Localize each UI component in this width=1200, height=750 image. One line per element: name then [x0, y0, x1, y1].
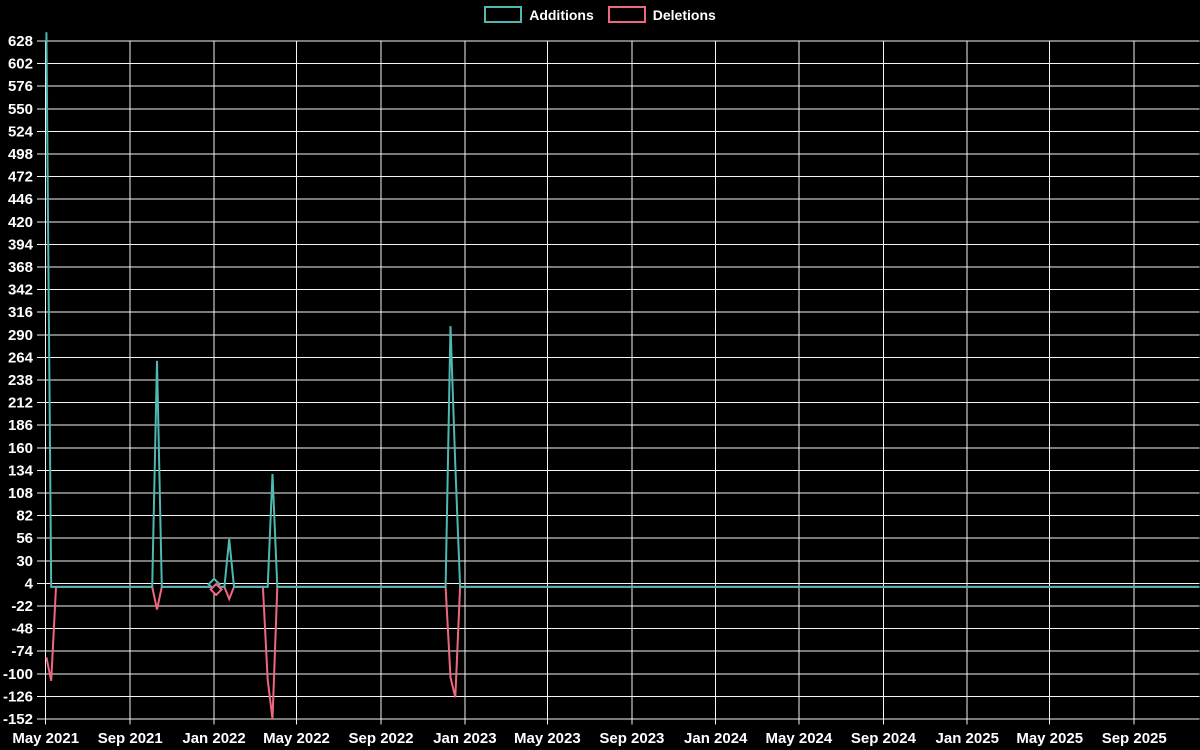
y-tick-label: 212 — [8, 395, 33, 412]
y-tick-label: 186 — [8, 417, 33, 434]
deletions-line — [45, 585, 1200, 720]
x-tick-label: May 2025 — [1016, 730, 1083, 747]
y-tick-label: 56 — [16, 530, 33, 547]
x-tick-label: May 2021 — [12, 730, 79, 747]
x-tick-label: Sep 2025 — [1102, 730, 1167, 747]
y-tick-label: 498 — [8, 146, 33, 163]
y-tick-label: 446 — [8, 191, 33, 208]
y-tick-label: -152 — [3, 711, 33, 728]
y-tick-label: 290 — [8, 327, 33, 344]
y-tick-label: 316 — [8, 304, 33, 321]
x-tick-label: Sep 2024 — [851, 730, 917, 747]
legend-label-additions: Additions — [529, 6, 594, 23]
y-tick-label: 628 — [8, 33, 33, 50]
x-tick-label: May 2024 — [766, 730, 833, 747]
y-tick-label: 524 — [8, 123, 34, 140]
y-tick-label: 420 — [8, 214, 33, 231]
chart-legend: Additions Deletions — [0, 6, 1200, 23]
y-tick-label: 30 — [16, 553, 33, 570]
y-tick-label: -48 — [11, 621, 33, 638]
y-tick-label: 134 — [8, 462, 34, 479]
x-tick-label: Sep 2021 — [98, 730, 163, 747]
series-lines — [45, 32, 1200, 720]
legend-label-deletions: Deletions — [652, 6, 716, 23]
x-tick-label: Sep 2023 — [599, 730, 664, 747]
x-tick-label: Jan 2025 — [936, 730, 999, 747]
y-tick-label: 82 — [16, 508, 33, 525]
x-tick-label: May 2023 — [514, 730, 581, 747]
y-tick-label: -74 — [11, 643, 33, 660]
axis-labels: 628 602 576 550 524 498 472 446 420 394 368 342 316 2… — [3, 33, 1167, 747]
y-tick-label: 576 — [8, 78, 33, 95]
y-tick-label: 342 — [8, 282, 33, 299]
y-tick-label: 238 — [8, 372, 33, 389]
additions-line — [45, 32, 1200, 588]
y-tick-label: 602 — [8, 56, 33, 73]
legend-item-additions[interactable]: Additions — [484, 6, 594, 23]
y-tick-label: -126 — [3, 688, 33, 705]
x-tick-label: Sep 2022 — [349, 730, 414, 747]
additions-swatch-icon — [484, 6, 523, 23]
y-tick-label: 472 — [8, 169, 33, 186]
y-tick-label: 160 — [8, 440, 33, 457]
x-tick-label: Jan 2023 — [433, 730, 496, 747]
y-tick-label: 368 — [8, 259, 33, 276]
y-tick-label: -100 — [3, 666, 33, 683]
grid — [37, 40, 1200, 725]
y-tick-label: 264 — [8, 349, 34, 366]
deletions-marker-diamond-icon — [209, 582, 224, 597]
y-tick-label: 4 — [25, 575, 34, 592]
x-tick-label: Jan 2022 — [182, 730, 245, 747]
deletions-swatch-icon — [607, 6, 646, 23]
x-tick-label: Jan 2024 — [684, 730, 748, 747]
point-markers — [207, 577, 224, 597]
y-tick-label: 108 — [8, 485, 33, 502]
y-tick-label: -22 — [11, 598, 33, 615]
legend-item-deletions[interactable]: Deletions — [607, 6, 716, 23]
y-tick-label: 550 — [8, 101, 33, 118]
y-tick-label: 394 — [8, 236, 34, 253]
x-tick-label: May 2022 — [263, 730, 330, 747]
